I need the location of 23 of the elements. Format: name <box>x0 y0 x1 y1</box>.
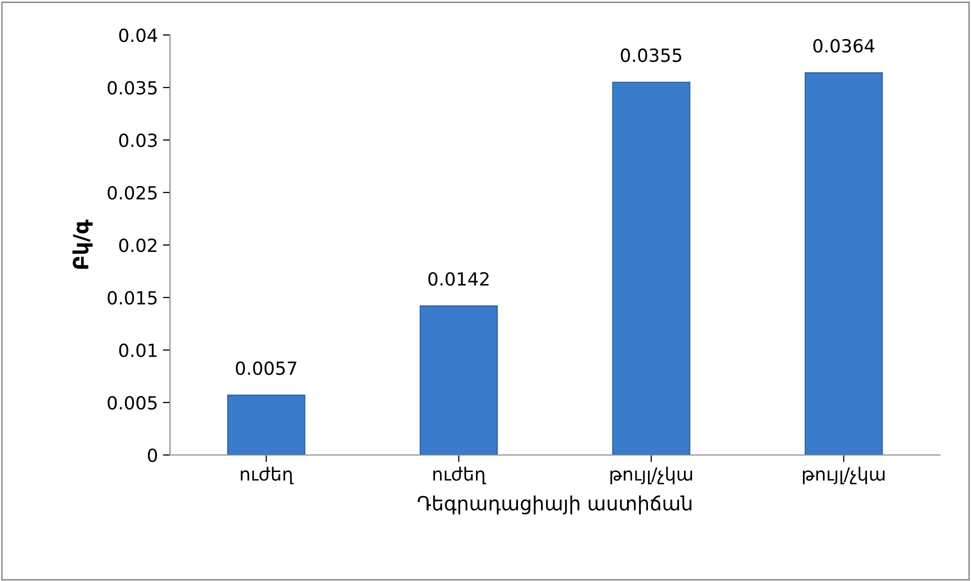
bar <box>420 305 498 455</box>
x-tick-label: թույլ/չկա <box>610 466 692 484</box>
x-axis-title: Դեգրադացիայի աստիճան <box>418 495 692 514</box>
y-axis-title: Բկ/գ <box>72 220 93 269</box>
y-tick-label: 0.01 <box>119 343 157 358</box>
x-tick-label: ուժեղ <box>433 466 486 484</box>
y-tick-label: 0.02 <box>119 238 156 252</box>
y-tick-label: 0.04 <box>119 28 158 42</box>
y-tick-label: 0.035 <box>108 80 157 95</box>
bar <box>612 82 690 455</box>
data-label: 0.0355 <box>620 48 682 62</box>
x-tick-label: ուժեղ <box>240 466 294 484</box>
bar <box>227 394 306 455</box>
data-label: 0.0364 <box>813 38 874 53</box>
x-tick-label: թույլ/չկա <box>802 466 885 484</box>
y-tick-label: 0.03 <box>119 133 157 148</box>
y-tick-label: 0.015 <box>108 290 157 305</box>
data-label: 0.0057 <box>236 361 296 375</box>
data-label: 0.0142 <box>428 272 489 286</box>
y-tick-label: 0.005 <box>108 396 157 410</box>
bar <box>804 72 883 455</box>
y-tick-label: 0 <box>148 448 157 462</box>
y-tick-label: 0.025 <box>108 186 157 200</box>
